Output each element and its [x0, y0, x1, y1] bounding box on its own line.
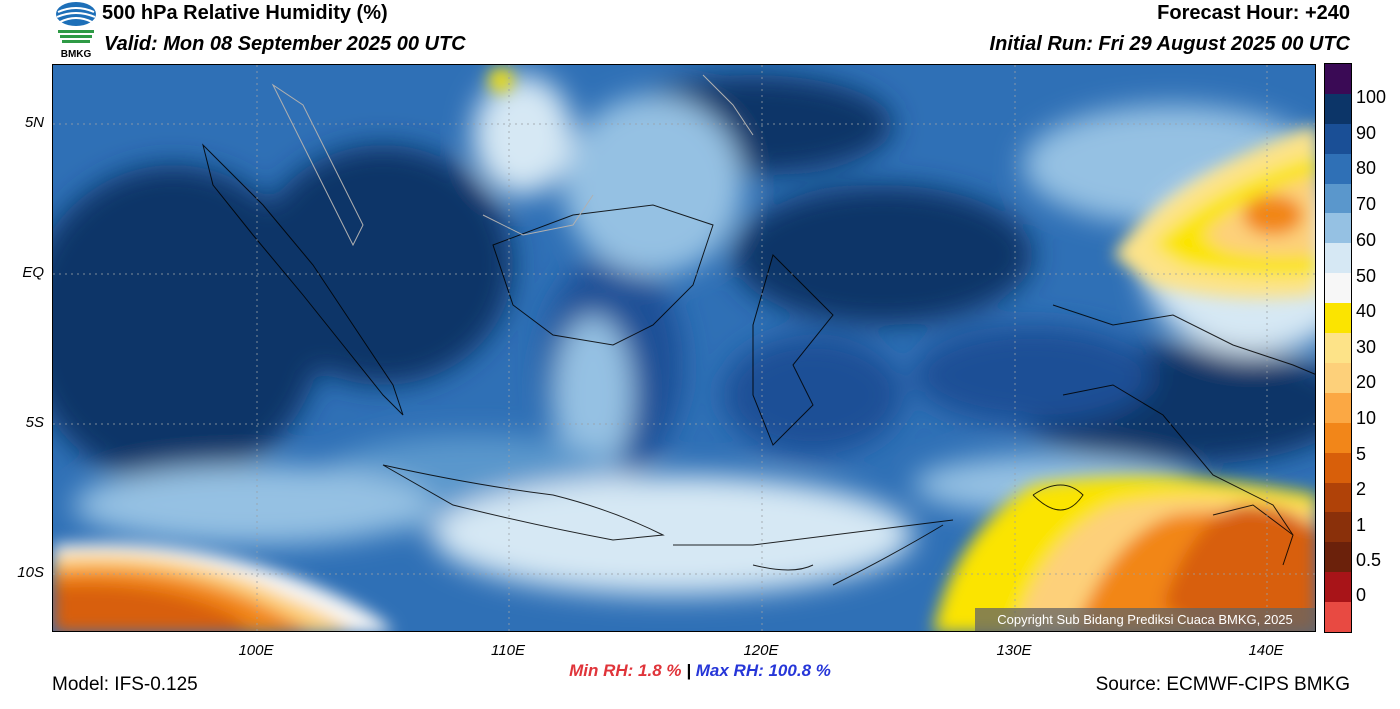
lon-label-130e: 130E	[996, 642, 1032, 659]
colorbar-segment	[1325, 303, 1351, 334]
colorbar-label: 0	[1356, 585, 1367, 605]
colorbar-segment	[1325, 64, 1351, 95]
colorbar-segment	[1325, 273, 1351, 304]
map-title: 500 hPa Relative Humidity (%)	[102, 2, 388, 24]
colorbar-label: 30	[1356, 337, 1377, 357]
colorbar-label: 100	[1356, 87, 1387, 107]
copyright-notice: Copyright Sub Bidang Prediksi Cuaca BMKG…	[975, 608, 1315, 631]
lon-label-140e: 140E	[1248, 642, 1284, 659]
humidity-map	[52, 64, 1316, 632]
lat-label-5s: 5S	[25, 414, 44, 431]
colorbar-label: 40	[1356, 301, 1377, 321]
colorbar-label: 10	[1356, 408, 1377, 428]
bmkg-logo	[52, 0, 100, 62]
colorbar-segment	[1325, 512, 1351, 543]
colorbar-segment	[1325, 153, 1351, 185]
colorbar-label: 90	[1356, 123, 1377, 143]
min-rh: Min RH: 1.8 %	[569, 661, 682, 680]
lat-label-eq: EQ	[22, 264, 44, 281]
lon-label-120e: 120E	[743, 642, 779, 659]
colorbar-segment	[1325, 183, 1351, 214]
colorbar-label: 5	[1356, 444, 1367, 464]
colorbar-segment	[1325, 213, 1351, 244]
lat-label-10s: 10S	[17, 564, 44, 581]
initial-run: Initial Run: Fri 29 August 2025 00 UTC	[989, 33, 1350, 55]
colorbar-segment	[1325, 362, 1351, 394]
map-canvas	[53, 65, 1315, 631]
model-label: Model: IFS-0.125	[52, 674, 198, 695]
colorbar-segment	[1325, 572, 1351, 603]
source-label: Source: ECMWF-CIPS BMKG	[1095, 674, 1350, 695]
stats-separator: |	[686, 661, 692, 680]
colorbar-label: 1	[1356, 515, 1367, 535]
colorbar-label: 60	[1356, 230, 1377, 250]
lon-label-100e: 100E	[238, 642, 274, 659]
colorbar-label: 80	[1356, 158, 1377, 178]
colorbar-label: 0.5	[1356, 550, 1382, 570]
colorbar-segment	[1325, 333, 1351, 364]
valid-time: Valid: Mon 08 September 2025 00 UTC	[104, 33, 466, 55]
rh-stats: Min RH: 1.8 % | Max RH: 100.8 %	[0, 661, 1400, 681]
colorbar-segment	[1325, 392, 1351, 424]
colorbar-label: 2	[1356, 479, 1367, 499]
lat-label-5n: 5N	[24, 114, 44, 131]
colorbar-segment	[1325, 452, 1351, 484]
colorbar-segment	[1325, 482, 1351, 513]
lon-label-110e: 110E	[491, 642, 525, 659]
colorbar-label: 20	[1356, 372, 1377, 392]
max-rh: Max RH: 100.8 %	[695, 661, 831, 680]
colorbar-segment	[1325, 123, 1351, 155]
colorbar-segment	[1325, 93, 1351, 125]
colorbar-segment	[1325, 422, 1351, 454]
colorbar-label: 50	[1356, 266, 1377, 286]
colorbar	[1324, 63, 1352, 633]
logo-text: BMKG	[60, 49, 92, 60]
colorbar-label: 70	[1356, 194, 1377, 214]
forecast-hour: Forecast Hour: +240	[1157, 2, 1350, 24]
colorbar-segment	[1325, 542, 1351, 573]
colorbar-segment	[1325, 602, 1351, 633]
colorbar-segment	[1325, 243, 1351, 274]
